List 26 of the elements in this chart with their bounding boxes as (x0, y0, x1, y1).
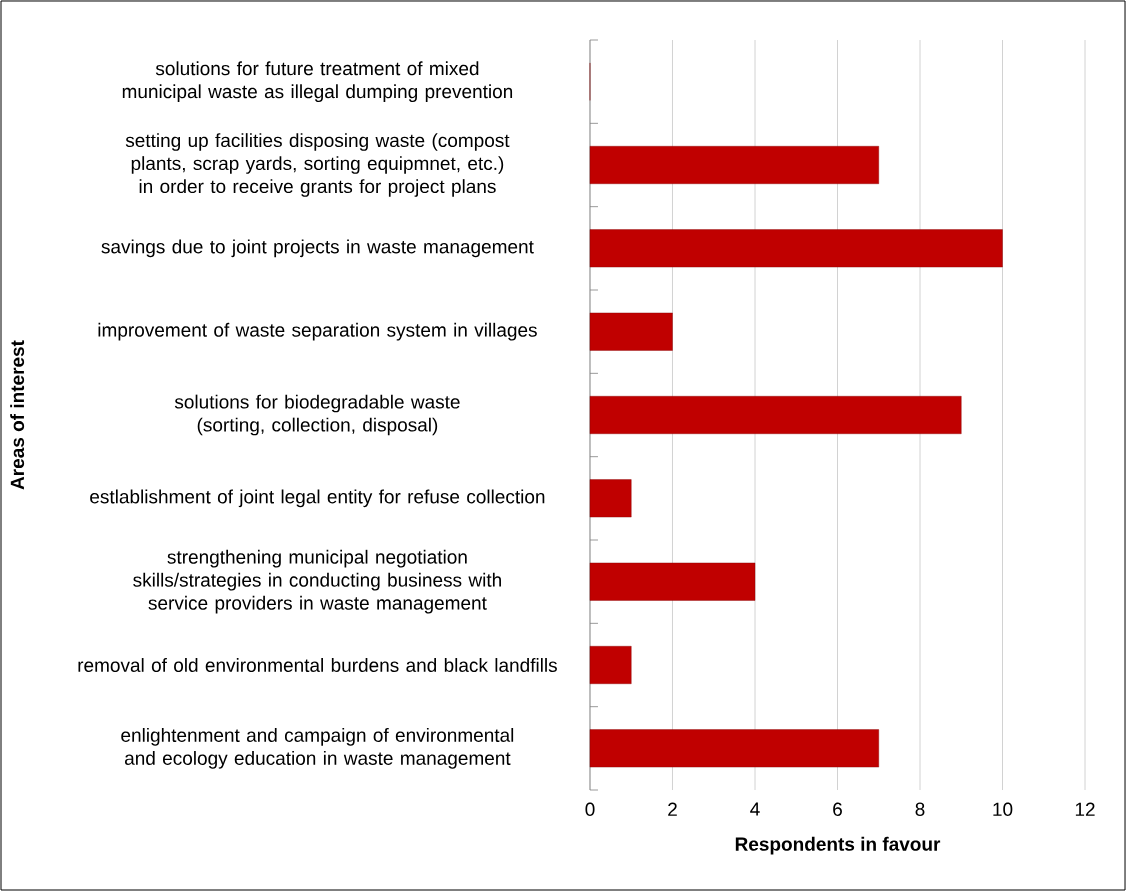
x-tick-label: 8 (915, 802, 925, 816)
y-tick-label: removal of old environmental burdens and black landfills (78, 658, 557, 672)
bar (589, 396, 962, 434)
x-axis-title: Respondents in favour (735, 836, 941, 855)
y-tick-label: enlightenment and campaign of environmental and ecology education in waste management (121, 727, 514, 769)
x-tick-label: 6 (833, 802, 842, 816)
x-tick-label: 10 (993, 802, 1013, 816)
y-tick-label: solutions for future treatment of mixed municipal waste as illegal dumping prevention (122, 61, 513, 103)
y-tick-label: estlablishment of joint legal entity for refuse collection (90, 489, 545, 508)
y-tick-label: improvement of waste separation system in villages (98, 322, 537, 341)
bar (589, 479, 632, 518)
bar (589, 229, 1003, 268)
y-tick-label: solutions for biodegradable waste (sorting, collection, disposal) (174, 394, 460, 436)
x-tick-label: 12 (1075, 802, 1095, 816)
y-tick-label: strengthening municipal negotiation skills/strategies in conducting business with service providers in waste management (133, 549, 501, 614)
x-tick-label: 2 (668, 802, 677, 816)
bar (589, 729, 879, 768)
x-tick-label: 4 (750, 802, 760, 816)
bar (589, 646, 632, 684)
x-tick-label: 0 (585, 802, 595, 816)
bar (589, 146, 879, 184)
y-axis-title: Areas of interest (10, 340, 25, 490)
y-tick-label: savings due to joint projects in waste management (101, 239, 534, 258)
y-tick-label: setting up facilities disposing waste (compost plants, scrap yards, sorting equipmnet, etc.) in order to receive grants for project plans (125, 133, 510, 197)
bar (589, 562, 756, 601)
bar (589, 312, 673, 351)
